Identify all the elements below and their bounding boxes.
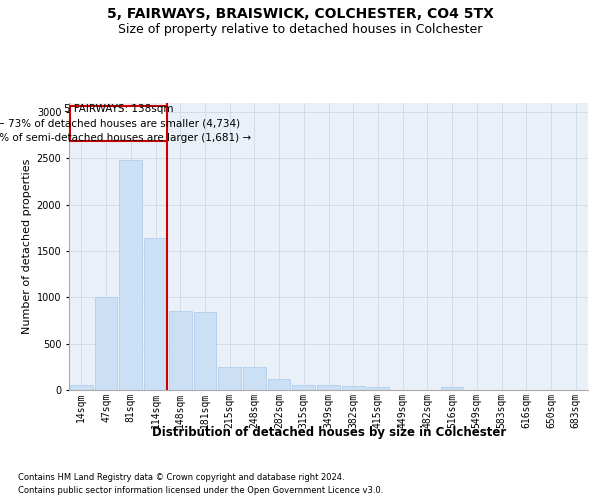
Text: Size of property relative to detached houses in Colchester: Size of property relative to detached ho… (118, 22, 482, 36)
Bar (144, 238, 167, 390)
Bar (317, 386, 340, 390)
Text: 5, FAIRWAYS, BRAISWICK, COLCHESTER, CO4 5TX: 5, FAIRWAYS, BRAISWICK, COLCHESTER, CO4 … (107, 8, 493, 22)
Bar (119, 160, 142, 390)
Bar (342, 386, 365, 390)
Text: Contains public sector information licensed under the Open Government Licence v3: Contains public sector information licen… (18, 486, 383, 495)
Bar (70, 385, 93, 390)
Bar (169, 311, 191, 390)
Bar (367, 387, 389, 390)
Text: Contains HM Land Registry data © Crown copyright and database right 2024.: Contains HM Land Registry data © Crown c… (18, 472, 344, 482)
Bar (194, 312, 216, 390)
Bar (292, 386, 315, 390)
Y-axis label: Number of detached properties: Number of detached properties (22, 158, 32, 334)
Bar (218, 367, 241, 390)
Bar (95, 298, 118, 390)
FancyBboxPatch shape (70, 106, 167, 142)
Bar (441, 387, 463, 390)
Text: 5 FAIRWAYS: 138sqm
← 73% of detached houses are smaller (4,734)
26% of semi-deta: 5 FAIRWAYS: 138sqm ← 73% of detached hou… (0, 104, 251, 144)
Bar (243, 367, 266, 390)
Text: Distribution of detached houses by size in Colchester: Distribution of detached houses by size … (152, 426, 506, 439)
Bar (268, 379, 290, 390)
